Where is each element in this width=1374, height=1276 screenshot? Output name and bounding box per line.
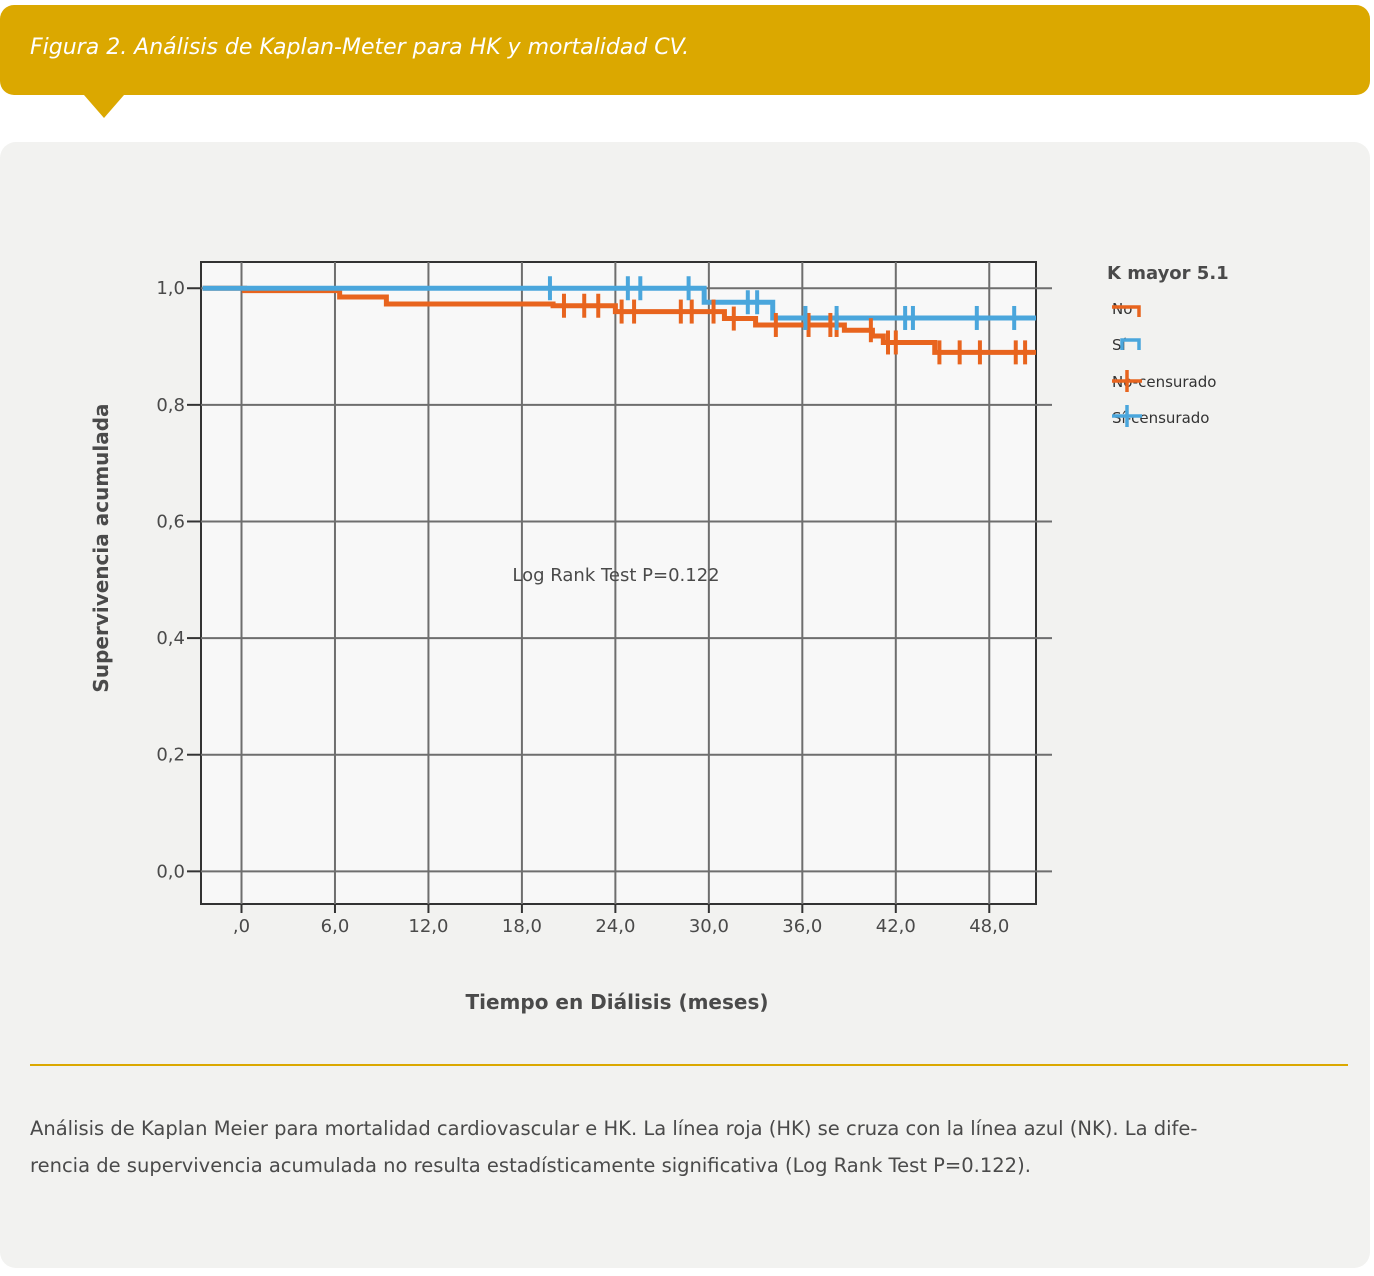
- legend-swatch-si-censurado: [1112, 405, 1142, 427]
- x-tick-label: 18,0: [502, 916, 542, 937]
- figure-caption: Análisis de Kaplan Meier para mortalidad…: [30, 1110, 1348, 1184]
- caption-divider: [30, 1064, 1348, 1066]
- legend-label-no-censurado: No-censurado: [1112, 373, 1216, 391]
- y-tick-label: 0,6: [156, 511, 185, 532]
- header-pointer: [84, 95, 124, 118]
- legend-label-si-censurado: Sí-censurado: [1112, 409, 1209, 427]
- legend-title: K mayor 5.1: [1107, 263, 1229, 284]
- x-tick-label: 36,0: [782, 916, 822, 937]
- censor-marks: [547, 276, 1028, 365]
- y-tick-label: 0,0: [156, 861, 185, 882]
- y-axis-ticks: 0,0 0,2 0,4 0,6 0,8 1,0: [156, 278, 201, 882]
- figure-header: Figura 2. Análisis de Kaplan-Meter para …: [0, 5, 1370, 95]
- x-axis-ticks: ,0 6,0 12,0 18,0 24,0 30,0 36,0 42,0 48,0: [233, 904, 1009, 937]
- y-tick-label: 0,2: [156, 745, 185, 766]
- y-tick-label: 0,8: [156, 395, 185, 416]
- caption-line-1: Análisis de Kaplan Meier para mortalidad…: [30, 1117, 1198, 1140]
- y-axis-label: Supervivencia acumulada: [89, 403, 113, 692]
- x-tick-label: 6,0: [321, 916, 350, 937]
- series-group: [202, 285, 1036, 355]
- x-tick-label: 48,0: [969, 916, 1009, 937]
- km-curve-no: [202, 285, 1036, 355]
- x-tick-label: ,0: [233, 916, 250, 937]
- legend: K mayor 5.1 No Sí No-censurado Sí-censur…: [1107, 263, 1229, 427]
- legend-swatch-si: [1120, 338, 1141, 350]
- x-tick-label: 12,0: [408, 916, 448, 937]
- figure-title: Figura 2. Análisis de Kaplan-Meter para …: [30, 35, 690, 60]
- caption-line-2: rencia de supervivencia acumulada no res…: [30, 1154, 1031, 1177]
- y-tick-label: 0,4: [156, 628, 185, 649]
- plot-area: [200, 261, 1037, 905]
- log-rank-annotation: Log Rank Test P=0.122: [512, 565, 719, 586]
- legend-swatch-no: [1112, 305, 1141, 317]
- x-tick-label: 42,0: [876, 916, 916, 937]
- legend-label-no: No: [1112, 300, 1132, 318]
- x-tick-label: 24,0: [595, 916, 635, 937]
- x-axis-label: Tiempo en Diálisis (meses): [465, 990, 768, 1014]
- y-tick-label: 1,0: [156, 278, 185, 299]
- x-tick-label: 30,0: [689, 916, 729, 937]
- km-curve-si: [202, 285, 1036, 321]
- legend-swatch-no-censurado: [1112, 370, 1142, 392]
